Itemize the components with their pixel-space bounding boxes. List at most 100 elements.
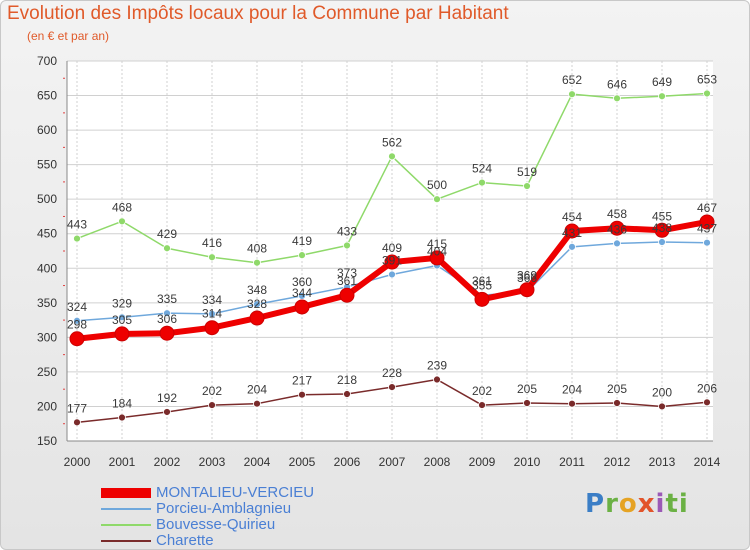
data-label: 653 <box>697 72 717 86</box>
data-label: 200 <box>652 385 672 399</box>
data-point <box>699 214 715 230</box>
data-label: 306 <box>157 312 177 326</box>
x-tick-label: 2010 <box>514 455 541 469</box>
data-point <box>384 254 400 270</box>
data-label: 454 <box>562 210 582 224</box>
data-label: 649 <box>652 75 672 89</box>
data-label: 228 <box>382 366 402 380</box>
data-point <box>114 326 130 342</box>
data-point <box>159 325 175 341</box>
y-tick-label: 150 <box>37 434 57 448</box>
data-label: 431 <box>562 226 582 240</box>
data-label: 361 <box>337 274 357 288</box>
data-label: 443 <box>67 218 87 232</box>
data-label: 329 <box>112 296 132 310</box>
x-tick-label: 2002 <box>154 455 181 469</box>
chart-subtitle: (en € et par an) <box>27 29 110 43</box>
data-point <box>433 375 441 384</box>
data-label: 206 <box>697 381 717 395</box>
data-label: 468 <box>112 200 132 214</box>
data-label: 314 <box>202 307 222 321</box>
legend-label: Porcieu-Amblagnieu <box>156 500 292 517</box>
data-point <box>73 418 81 427</box>
data-label: 335 <box>157 292 177 306</box>
data-label: 562 <box>382 135 402 149</box>
data-point <box>658 92 666 101</box>
data-label: 344 <box>292 286 312 300</box>
data-point <box>519 282 535 298</box>
y-tick-label: 700 <box>37 54 57 68</box>
x-tick-label: 2000 <box>64 455 91 469</box>
y-tick-label: 400 <box>37 261 57 275</box>
data-label: 202 <box>202 384 222 398</box>
data-label: 467 <box>697 201 717 215</box>
x-tick-label: 2009 <box>469 455 496 469</box>
data-point <box>654 222 670 238</box>
data-point <box>253 300 261 309</box>
x-tick-label: 2005 <box>289 455 316 469</box>
data-point <box>703 398 711 407</box>
data-point <box>73 316 81 325</box>
data-point <box>298 390 306 399</box>
data-point <box>208 309 216 318</box>
legend-item: Porcieu-Amblagnieu <box>101 501 314 517</box>
data-label: 433 <box>337 224 357 238</box>
x-tick-label: 2004 <box>244 455 271 469</box>
y-tick-label: 500 <box>37 192 57 206</box>
data-point <box>433 195 441 204</box>
data-point <box>163 244 171 253</box>
data-label: 458 <box>607 207 627 221</box>
data-label: 436 <box>607 222 627 236</box>
data-label: 298 <box>67 318 87 332</box>
x-tick-label: 2003 <box>199 455 226 469</box>
chart-title: Evolution des Impôts locaux pour la Comm… <box>7 3 509 24</box>
data-label: 348 <box>247 283 267 297</box>
legend-label: Charette <box>156 532 214 549</box>
data-point <box>253 399 261 408</box>
legend-label: Bouvesse-Quirieu <box>156 516 276 533</box>
data-label: 192 <box>157 391 177 405</box>
data-point <box>343 241 351 250</box>
data-point <box>204 320 220 336</box>
data-label: 408 <box>247 242 267 256</box>
data-point <box>208 253 216 262</box>
data-label: 415 <box>427 237 447 251</box>
y-tick-label: 200 <box>37 399 57 413</box>
data-point <box>73 234 81 243</box>
data-label: 409 <box>382 241 402 255</box>
data-label: 205 <box>517 382 537 396</box>
y-tick-label: 550 <box>37 158 57 172</box>
x-tick-label: 2006 <box>334 455 361 469</box>
legend-swatch <box>101 507 151 511</box>
data-point <box>118 313 126 322</box>
data-point <box>613 94 621 103</box>
data-label: 239 <box>427 359 447 373</box>
legend-label: MONTALIEU-VERCIEU <box>156 484 315 501</box>
data-point <box>568 90 576 99</box>
data-point <box>703 238 711 247</box>
data-label: 218 <box>337 373 357 387</box>
data-point <box>118 413 126 422</box>
data-point <box>163 309 171 318</box>
data-point <box>118 217 126 226</box>
data-label: 369 <box>517 269 537 283</box>
data-label: 217 <box>292 374 312 388</box>
data-point <box>478 178 486 187</box>
data-point <box>478 401 486 409</box>
data-label: 360 <box>292 275 312 289</box>
plot-area <box>67 61 713 441</box>
data-point <box>523 182 531 190</box>
data-label: 361 <box>472 274 492 288</box>
data-point <box>388 270 396 279</box>
x-tick-label: 2008 <box>424 455 451 469</box>
data-label: 324 <box>67 300 87 314</box>
data-point <box>163 408 171 416</box>
y-tick-label: 650 <box>37 89 57 103</box>
x-tick-label: 2013 <box>649 455 676 469</box>
data-label: 202 <box>472 384 492 398</box>
data-label: 519 <box>517 165 537 179</box>
x-tick-label: 2001 <box>109 455 136 469</box>
data-point <box>69 331 85 347</box>
